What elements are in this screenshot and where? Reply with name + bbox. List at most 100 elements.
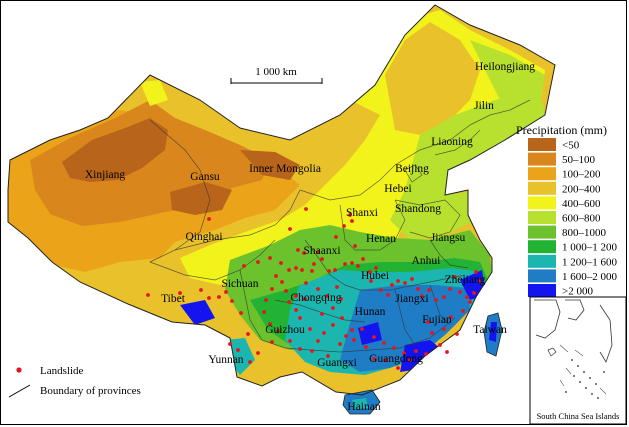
boundary-shandong xyxy=(394,199,461,239)
boundary-anhui-jiangsu xyxy=(429,239,469,269)
landslide-point xyxy=(312,262,316,266)
landslide-point xyxy=(434,298,438,302)
landslide-point xyxy=(342,224,346,228)
landslide-point xyxy=(408,358,412,362)
legend-swatch xyxy=(528,138,556,151)
landslide-point xyxy=(416,287,420,291)
province-boundaries xyxy=(7,4,556,396)
province-label: Liaoning xyxy=(431,136,473,148)
province-label: Xinjiang xyxy=(85,169,125,181)
inset-islands xyxy=(565,359,605,399)
landslide-point xyxy=(384,358,388,362)
landslide-point xyxy=(348,213,352,217)
landslide-point xyxy=(350,261,354,265)
inset-coastline-west xyxy=(534,299,561,339)
landslide-point xyxy=(478,279,482,283)
landslide-point xyxy=(256,351,260,355)
landslide-point xyxy=(442,295,446,299)
landslide-point xyxy=(256,260,260,264)
legend-label: 1 200–1 600 xyxy=(562,256,618,268)
province-label: Hebei xyxy=(384,183,411,195)
landslide-point xyxy=(303,297,307,301)
landslide-point xyxy=(396,366,400,370)
province-label: Hunan xyxy=(355,306,386,318)
landslide-point xyxy=(146,293,150,297)
province-label: Gansu xyxy=(190,171,220,183)
landslide-point xyxy=(335,285,339,289)
landslide-point xyxy=(262,310,266,314)
boundary-jilin xyxy=(469,99,531,126)
legend-swatch xyxy=(528,240,556,254)
inset-coastline-east xyxy=(599,304,613,363)
landslide-point xyxy=(288,339,292,343)
landslide-point xyxy=(279,261,283,265)
landslide-point xyxy=(369,279,373,283)
landslide-point xyxy=(310,269,314,273)
national-outline xyxy=(7,4,556,396)
landslide-point xyxy=(276,329,280,333)
landslide-point xyxy=(396,279,400,283)
landslide-point xyxy=(264,298,268,302)
legend-swatch xyxy=(528,181,556,195)
landslide-point xyxy=(284,289,288,293)
landslide-point xyxy=(424,352,428,356)
landslide-point xyxy=(458,290,462,294)
boundary-qinghai-north xyxy=(174,189,301,251)
landslide-point xyxy=(326,354,330,358)
legend-swatch xyxy=(528,269,556,283)
taiwan-wet-core xyxy=(489,322,497,342)
landslide-point xyxy=(304,281,308,285)
boundary-liaoning xyxy=(434,129,481,156)
zone-gt2000-hunan xyxy=(358,322,382,345)
boundary-beijing xyxy=(404,164,423,183)
landslide-point xyxy=(453,275,457,279)
landslide-legend-label: Landslide xyxy=(40,365,83,377)
legend-label: 800–1000 xyxy=(562,227,607,239)
landslide-point xyxy=(294,308,298,312)
landslide-point xyxy=(325,294,329,298)
landslide-point xyxy=(207,296,211,300)
landslide-point xyxy=(374,266,378,270)
province-label: Shaanxi xyxy=(303,245,340,257)
inset-island-hainan xyxy=(547,347,557,357)
legend-swatch xyxy=(528,196,556,210)
landslide-point xyxy=(239,311,243,315)
landslide-point xyxy=(360,327,364,331)
landslide-point xyxy=(316,339,320,343)
landslide-point xyxy=(294,294,298,298)
landslide-point xyxy=(199,288,203,292)
landslide-point xyxy=(461,309,465,313)
landslide-point xyxy=(438,343,442,347)
landslide-point xyxy=(300,268,304,272)
boundary-inner-mongolia xyxy=(299,124,471,201)
province-label: Guizhou xyxy=(265,324,305,336)
landslide-point xyxy=(445,350,449,354)
landslide-point xyxy=(344,334,348,338)
landslide-point xyxy=(402,351,406,355)
province-label: Sichuan xyxy=(221,278,258,290)
landslide-point xyxy=(287,300,291,304)
landslide-point xyxy=(420,294,424,298)
province-label: Hainan xyxy=(347,401,380,413)
landslide-point xyxy=(356,264,360,268)
landslide-point xyxy=(379,288,383,292)
landslide-point xyxy=(320,312,324,316)
landslide-point xyxy=(302,251,306,255)
legend-items: <50 50–100 100–200 200–400 400–600 600–800 800… xyxy=(528,138,618,298)
landslide-point xyxy=(178,291,182,295)
landslide-point xyxy=(294,266,298,270)
landslide-point xyxy=(246,332,250,336)
legend-label: 50–100 xyxy=(562,154,596,166)
zone-1200-1600-yunnan xyxy=(225,338,255,375)
landslide-point xyxy=(410,277,414,281)
legend-label: >2 000 xyxy=(562,286,593,298)
landslide-point xyxy=(268,256,272,260)
landslide-point xyxy=(304,207,308,211)
legend-label: 100–200 xyxy=(562,169,601,181)
zone-lt50-tarim xyxy=(62,118,168,182)
landslide-legend-icon xyxy=(16,367,22,373)
zone-lt50-alxa xyxy=(240,150,300,180)
landslide-point xyxy=(403,281,407,285)
landslide-point xyxy=(426,320,430,324)
province-label: Fujian xyxy=(422,314,452,326)
